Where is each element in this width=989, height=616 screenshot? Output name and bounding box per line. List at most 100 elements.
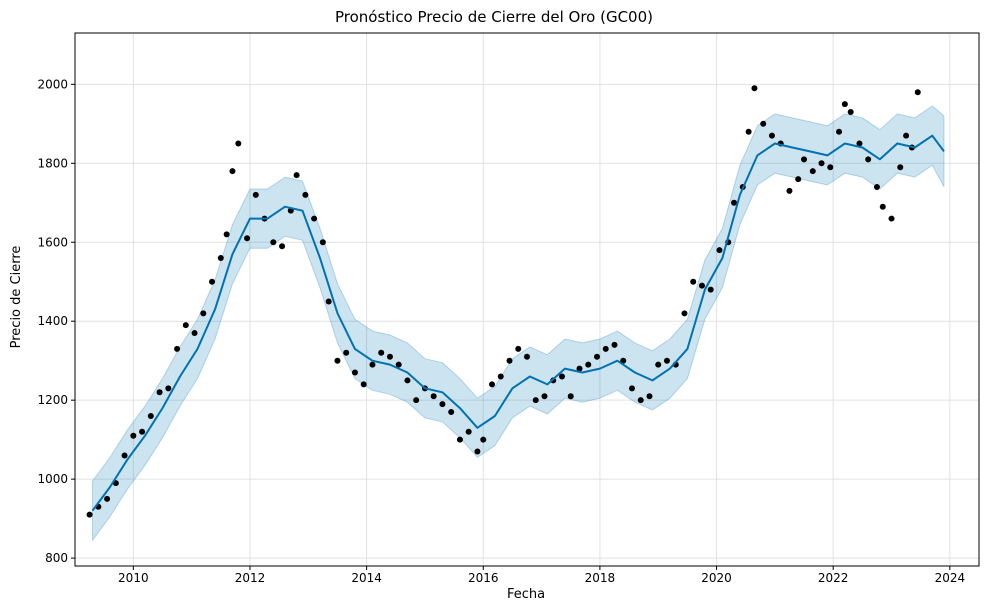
observed-point [86, 511, 93, 518]
x-axis: 2010 2012 2014 2016 2018 2020 2022 2024 [118, 566, 965, 585]
observed-point [293, 172, 300, 179]
observed-point [903, 132, 910, 139]
observed-point [585, 361, 592, 368]
observed-point [311, 215, 318, 222]
observed-point [655, 361, 662, 368]
observed-point [223, 231, 230, 238]
y-tick-label: 1600 [37, 235, 68, 249]
observed-point [165, 385, 172, 392]
y-axis-label: Precio de Cierre [9, 246, 24, 349]
x-tick-label: 2018 [585, 571, 616, 585]
observed-point [602, 345, 609, 352]
observed-point [395, 361, 402, 368]
observed-point [681, 310, 688, 317]
observed-point [430, 393, 437, 400]
observed-point [413, 397, 420, 404]
y-tick-label: 800 [45, 551, 68, 565]
observed-point [319, 239, 326, 246]
observed-point [847, 108, 854, 115]
observed-point [191, 330, 198, 337]
observed-point [244, 235, 251, 242]
observed-point [558, 373, 565, 380]
observed-point [888, 215, 895, 222]
observed-point [465, 428, 472, 435]
y-tick-label: 2000 [37, 77, 68, 91]
chart-title: Pronóstico Precio de Cierre del Oro (GC0… [335, 8, 653, 26]
grid-layer [75, 33, 979, 566]
observed-point [229, 168, 236, 175]
observed-point [279, 243, 286, 250]
y-tick-label: 1800 [37, 156, 68, 170]
x-tick-label: 2014 [351, 571, 382, 585]
observed-point [182, 322, 189, 329]
observed-point [690, 278, 697, 285]
observed-point [147, 412, 154, 419]
observed-point [139, 428, 146, 435]
uncertainty-band [92, 105, 945, 542]
observed-point [795, 176, 802, 183]
uncertainty-band-layer [92, 105, 945, 542]
observed-point [716, 247, 723, 254]
observed-point [386, 353, 393, 360]
observed-point [497, 373, 504, 380]
observed-point [480, 436, 487, 443]
observed-point [369, 361, 376, 368]
observed-point [873, 183, 880, 190]
x-tick-label: 2020 [701, 571, 732, 585]
observed-point [628, 385, 635, 392]
observed-point [620, 357, 627, 364]
observed-point [663, 357, 670, 364]
observed-point [334, 357, 341, 364]
x-tick-label: 2012 [235, 571, 266, 585]
observed-point [524, 353, 530, 360]
observed-point [751, 85, 758, 92]
observed-point [506, 357, 513, 364]
observed-point [351, 369, 358, 376]
observed-point [836, 128, 843, 135]
observed-point [541, 393, 548, 400]
observed-point [209, 278, 216, 285]
observed-point [809, 168, 816, 175]
x-axis-label: Fecha [507, 587, 545, 602]
observed-point [768, 132, 775, 139]
observed-point [856, 140, 863, 147]
observed-point [378, 349, 385, 356]
observed-point [456, 436, 463, 443]
forecast-line [91, 134, 945, 512]
observed-point [637, 397, 644, 404]
observed-point [879, 203, 886, 210]
observed-point [270, 239, 277, 246]
observed-point [532, 397, 539, 404]
plot-frame [74, 32, 980, 567]
observations-layer [86, 85, 921, 518]
observed-point [302, 191, 309, 198]
observed-point [130, 432, 137, 439]
observed-point [325, 298, 332, 305]
observed-point [576, 365, 583, 372]
observed-point [343, 349, 350, 356]
observed-point [865, 156, 872, 163]
observed-point [489, 381, 496, 388]
observed-point [252, 191, 259, 198]
observed-point [745, 128, 752, 135]
forecast-line-layer [91, 134, 945, 512]
observed-point [698, 282, 705, 289]
observed-point [439, 401, 446, 408]
observed-point [801, 156, 808, 163]
x-tick-label: 2022 [818, 571, 849, 585]
observed-point [104, 495, 111, 502]
observed-point [174, 345, 181, 352]
observed-point [818, 160, 825, 167]
observed-point [786, 187, 793, 194]
y-axis: 800 1000 1200 1400 1600 1800 2000 [37, 77, 75, 565]
y-tick-label: 1200 [37, 393, 68, 407]
observed-point [474, 448, 481, 455]
observed-point [217, 255, 224, 262]
observed-point [235, 140, 242, 147]
observed-point [646, 393, 653, 400]
x-tick-label: 2010 [118, 571, 149, 585]
observed-point [156, 389, 163, 396]
